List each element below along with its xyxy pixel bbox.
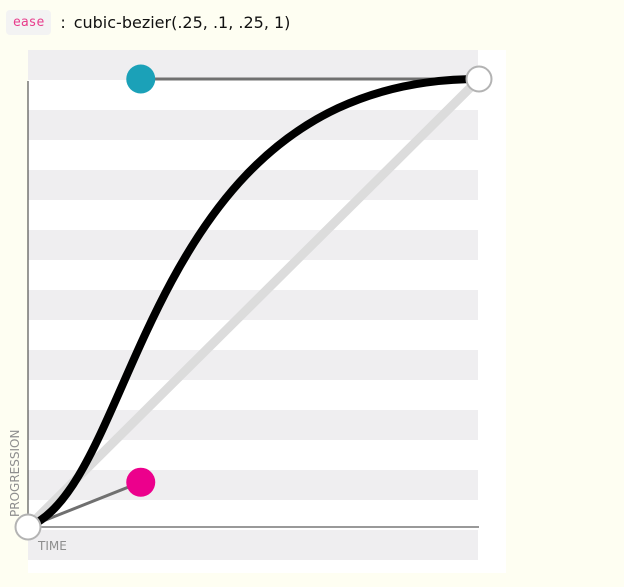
x-axis-label: TIME <box>37 539 67 553</box>
end-point <box>465 65 493 93</box>
control-point-2-handle[interactable] <box>126 64 156 94</box>
easing-curve <box>24 75 483 531</box>
header-separator: : <box>60 12 66 32</box>
y-axis-label: PROGRESSION <box>8 430 22 517</box>
grid-band <box>28 170 478 200</box>
grid-band <box>28 230 478 260</box>
linear-diagonal <box>23 74 484 532</box>
grid-band <box>28 50 478 80</box>
grid-band <box>28 110 478 140</box>
grid-band <box>28 350 478 380</box>
function-text: cubic-bezier(.25, .1, .25, 1) <box>73 12 291 32</box>
keyword-code: ease <box>6 9 52 35</box>
header: ease : cubic-bezier(.25, .1, .25, 1) <box>6 8 290 36</box>
grid-band <box>28 530 478 560</box>
start-point <box>14 513 42 541</box>
grid-bands <box>28 50 478 560</box>
control-point-1-handle[interactable] <box>126 467 156 497</box>
grid-band <box>28 470 478 500</box>
